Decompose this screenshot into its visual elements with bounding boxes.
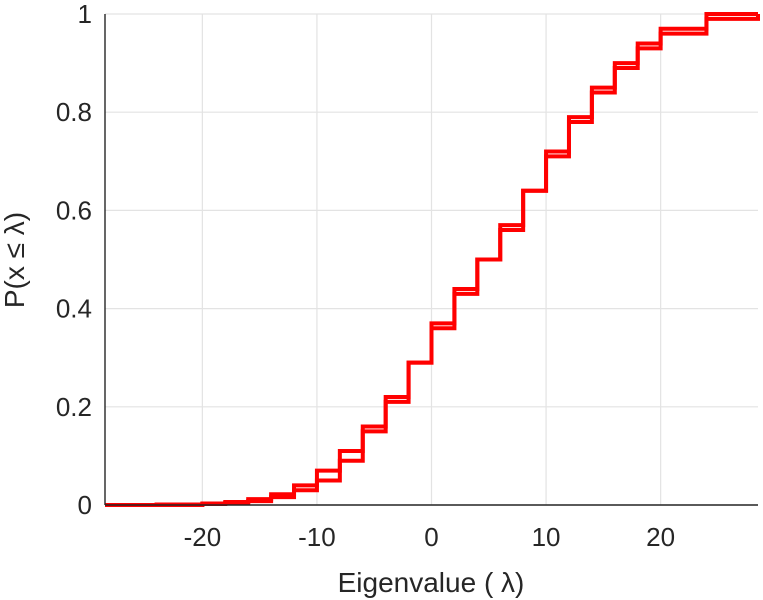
x-tick-label: -20 <box>184 522 222 552</box>
x-tick-label: 0 <box>424 522 438 552</box>
y-tick-label: 0.4 <box>56 294 92 324</box>
y-tick-label: 0.2 <box>56 392 92 422</box>
x-tick-label: 20 <box>646 522 675 552</box>
y-tick-label: 0.8 <box>56 97 92 127</box>
y-tick-label: 0 <box>78 490 92 520</box>
x-tick-label: 10 <box>532 522 561 552</box>
y-tick-labels: 0 0.2 0.4 0.6 0.8 1 <box>56 0 92 520</box>
axes <box>104 14 758 506</box>
cdf-series-line-2 <box>105 14 760 507</box>
x-tick-labels: -20 -10 0 10 20 <box>184 522 675 552</box>
y-tick-label: 0.6 <box>56 195 92 225</box>
y-axis-title: P(x ≤ λ) <box>0 212 30 308</box>
x-axis-title: Eigenvalue ( λ) <box>338 567 525 598</box>
y-tick-label: 1 <box>78 0 92 29</box>
series-group <box>105 12 760 507</box>
grid <box>105 13 758 506</box>
x-tick-label: -10 <box>298 522 336 552</box>
